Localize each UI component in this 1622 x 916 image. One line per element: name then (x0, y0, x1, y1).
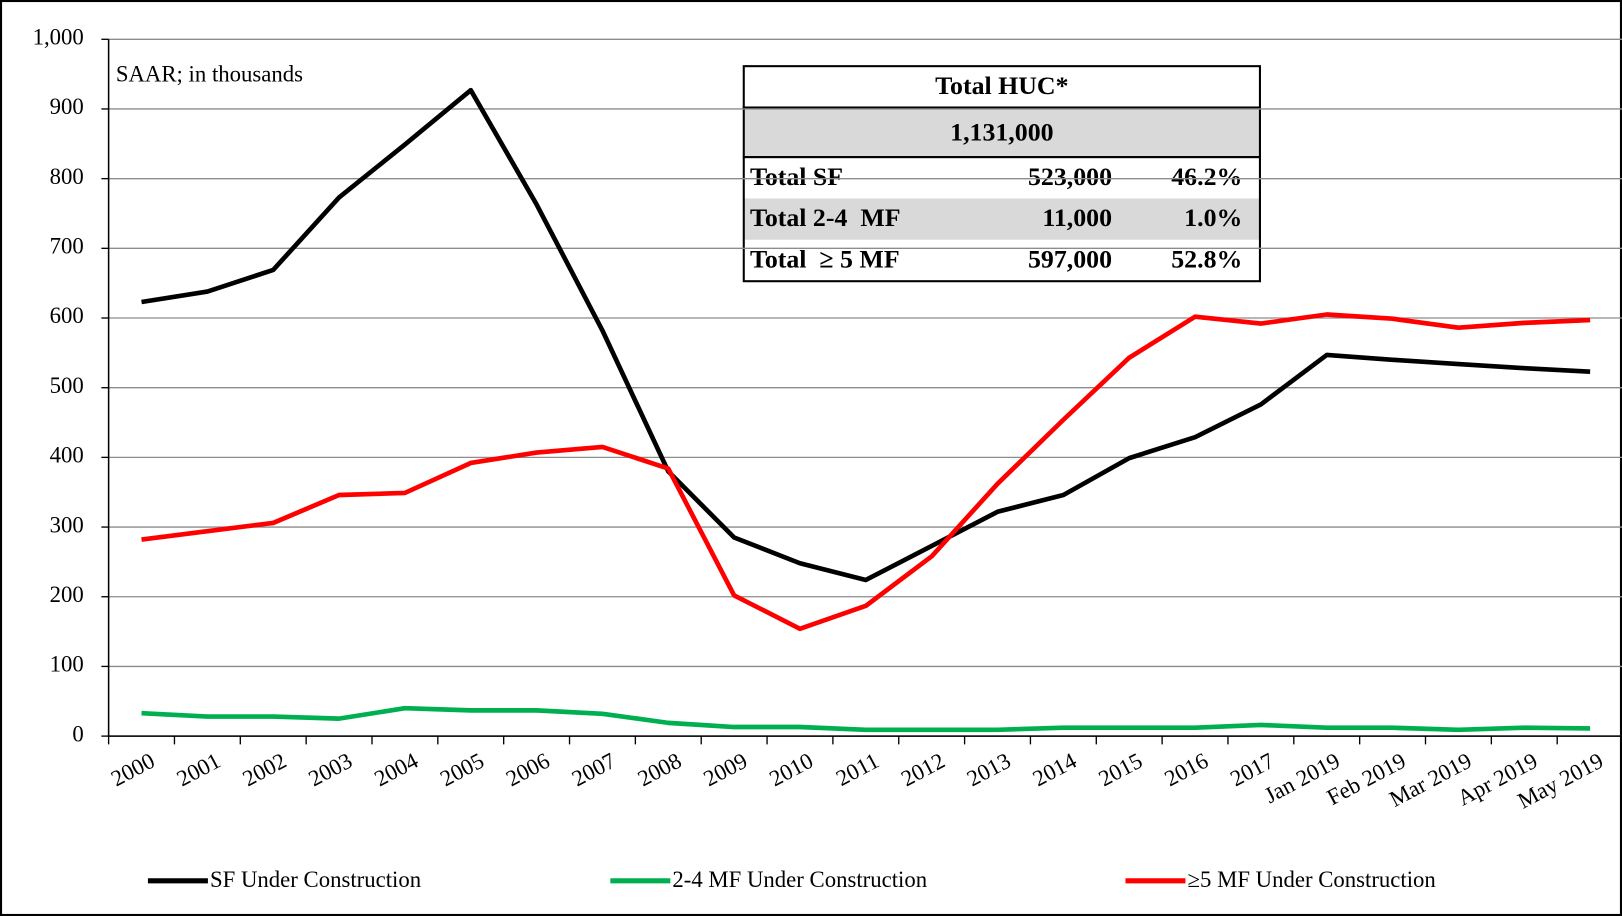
table-cell: 597,000 (1028, 245, 1112, 274)
y-tick-label: 800 (50, 164, 84, 189)
table-title: Total HUC* (935, 71, 1068, 100)
y-tick-label: 300 (50, 512, 84, 537)
series-line (141, 312, 1591, 632)
y-tick-label: 200 (50, 582, 84, 607)
series-line (141, 87, 1591, 583)
y-tick-label: 600 (50, 303, 84, 328)
table-cell: 523,000 (1028, 162, 1112, 191)
y-tick-label: 500 (50, 373, 84, 398)
table-cell: Total 2-4 MF (750, 203, 901, 232)
y-tick-label: 900 (50, 94, 84, 119)
series-line (141, 705, 1591, 733)
legend-label: ≥5 MF Under Construction (1188, 867, 1437, 892)
table-cell: 11,000 (1042, 203, 1112, 232)
annotation: SAAR; in thousands (116, 62, 303, 87)
y-tick-label: 700 (50, 234, 84, 259)
y-tick-label: 1,000 (33, 25, 84, 50)
table-cell: 52.8% (1171, 245, 1242, 274)
y-tick-label: 400 (50, 443, 84, 468)
table-cell: Total ≥ 5 MF (750, 245, 900, 274)
table-cell: 46.2% (1171, 162, 1242, 191)
table-total-cell (742, 106, 1261, 159)
table-body-border (742, 156, 1261, 283)
legend-label: SF Under Construction (210, 867, 422, 892)
y-tick-label: 100 (50, 652, 84, 677)
table-row (743, 239, 1260, 282)
table-cell: 1.0% (1184, 203, 1242, 232)
table-title-cell (742, 65, 1261, 109)
table-row (743, 198, 1260, 240)
summary-table: Total HUC* 1,131,000 Total SF 523,000 46.2% T… (742, 65, 1261, 283)
y-tick-label: 0 (72, 721, 83, 746)
table-cell: Total SF (750, 162, 843, 191)
table-total: 1,131,000 (950, 117, 1053, 146)
table-row (743, 157, 1260, 199)
legend-label: 2-4 MF Under Construction (672, 867, 927, 892)
